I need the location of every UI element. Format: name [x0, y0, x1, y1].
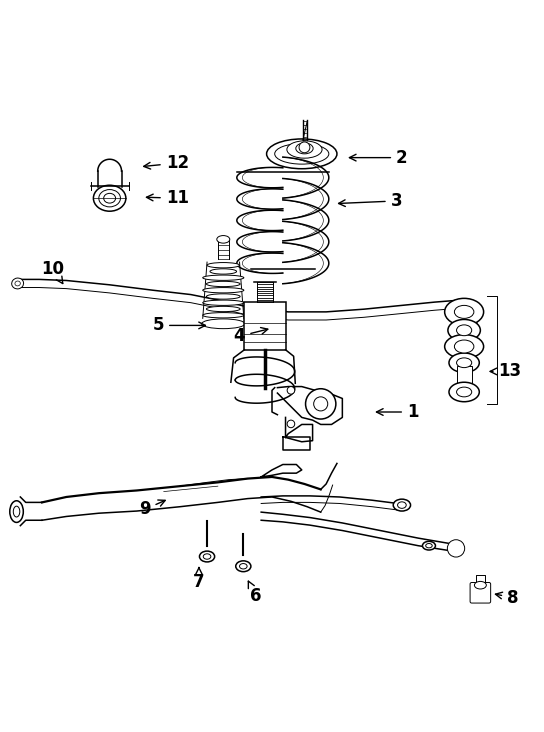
- Ellipse shape: [426, 544, 432, 548]
- Text: 9: 9: [139, 500, 165, 518]
- Ellipse shape: [10, 501, 23, 523]
- Ellipse shape: [217, 236, 230, 243]
- Ellipse shape: [15, 281, 20, 286]
- Ellipse shape: [474, 581, 486, 589]
- Ellipse shape: [206, 281, 240, 287]
- Ellipse shape: [104, 193, 115, 203]
- Ellipse shape: [398, 502, 406, 508]
- Ellipse shape: [449, 353, 479, 373]
- Text: 7: 7: [193, 567, 205, 591]
- Ellipse shape: [444, 299, 484, 326]
- Ellipse shape: [202, 319, 245, 329]
- Ellipse shape: [456, 387, 472, 397]
- Ellipse shape: [200, 551, 215, 562]
- Ellipse shape: [449, 382, 479, 402]
- Text: 8: 8: [496, 589, 518, 607]
- Text: 13: 13: [490, 362, 522, 381]
- Ellipse shape: [207, 263, 239, 268]
- Ellipse shape: [296, 143, 313, 154]
- Text: 2: 2: [349, 149, 407, 167]
- Ellipse shape: [203, 288, 244, 293]
- Ellipse shape: [454, 305, 474, 318]
- Ellipse shape: [444, 335, 484, 359]
- FancyBboxPatch shape: [244, 302, 286, 350]
- Circle shape: [447, 539, 465, 557]
- Ellipse shape: [206, 306, 240, 312]
- Text: 4: 4: [234, 327, 268, 346]
- Ellipse shape: [456, 325, 472, 336]
- Ellipse shape: [393, 499, 411, 511]
- Circle shape: [314, 397, 327, 411]
- Ellipse shape: [11, 278, 23, 289]
- Ellipse shape: [94, 185, 126, 212]
- Ellipse shape: [210, 269, 237, 274]
- Ellipse shape: [287, 141, 322, 158]
- Text: 3: 3: [338, 192, 403, 210]
- Ellipse shape: [454, 340, 474, 353]
- Ellipse shape: [203, 313, 244, 318]
- Circle shape: [287, 420, 295, 427]
- Text: 5: 5: [153, 316, 206, 335]
- Circle shape: [299, 142, 310, 153]
- Ellipse shape: [203, 275, 244, 280]
- Circle shape: [306, 389, 336, 419]
- Text: 10: 10: [41, 260, 64, 283]
- Text: 12: 12: [144, 154, 189, 172]
- Ellipse shape: [275, 143, 329, 164]
- Ellipse shape: [203, 554, 211, 559]
- Ellipse shape: [13, 506, 20, 517]
- Ellipse shape: [239, 564, 247, 569]
- Text: 6: 6: [248, 581, 262, 605]
- Ellipse shape: [456, 358, 472, 367]
- Text: 1: 1: [376, 403, 418, 421]
- Ellipse shape: [267, 139, 337, 168]
- Ellipse shape: [203, 300, 244, 305]
- Ellipse shape: [236, 561, 251, 572]
- Text: 11: 11: [146, 189, 189, 207]
- Ellipse shape: [423, 542, 435, 550]
- Ellipse shape: [448, 319, 480, 341]
- FancyBboxPatch shape: [456, 366, 472, 390]
- Ellipse shape: [99, 190, 120, 207]
- FancyBboxPatch shape: [470, 583, 491, 603]
- Circle shape: [287, 386, 295, 394]
- Ellipse shape: [206, 294, 240, 299]
